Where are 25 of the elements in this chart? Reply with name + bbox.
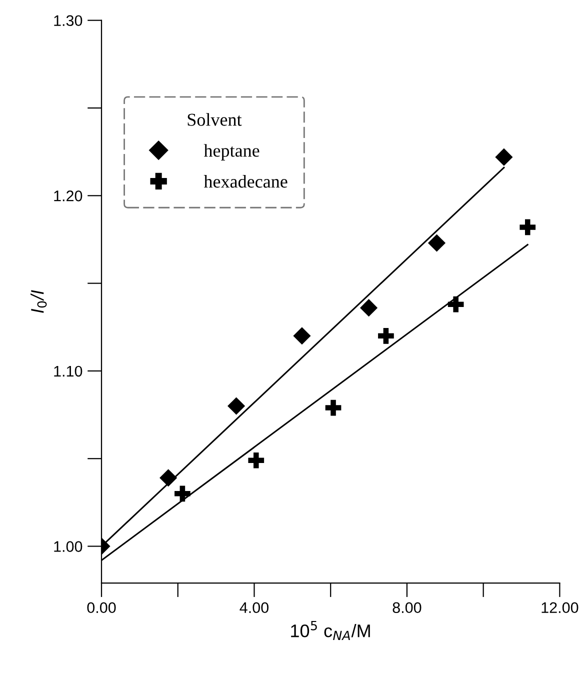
point — [293, 327, 311, 345]
x-tick-label: 12.00 — [542, 602, 578, 614]
point — [325, 400, 342, 416]
y-tick-label: 1.00 — [54, 541, 82, 552]
point — [520, 219, 536, 236]
point — [428, 234, 446, 252]
legend-label: heptane — [204, 144, 260, 160]
point — [248, 452, 264, 468]
legend-title: Solvent — [188, 113, 242, 126]
x-tick-label: 8.00 — [392, 602, 422, 614]
x-tick-label: 4.00 — [240, 602, 269, 614]
point — [174, 486, 190, 502]
point — [495, 148, 513, 166]
point — [160, 469, 178, 487]
y-tick-label: 1.20 — [54, 190, 82, 202]
point — [360, 299, 378, 317]
legend-label: hexadecane — [204, 175, 288, 188]
point — [228, 397, 246, 415]
x-tick-label: 0.00 — [87, 602, 116, 614]
y-axis-title: I$_{0}$/I — [30, 290, 47, 313]
y-tick-label: 1.30 — [54, 15, 82, 26]
point — [448, 296, 464, 312]
y-tick-label: 1.10 — [54, 366, 82, 377]
x-axis-title: 10$^{5}$ c$_{NA}$/M — [291, 620, 370, 640]
point — [378, 328, 394, 344]
